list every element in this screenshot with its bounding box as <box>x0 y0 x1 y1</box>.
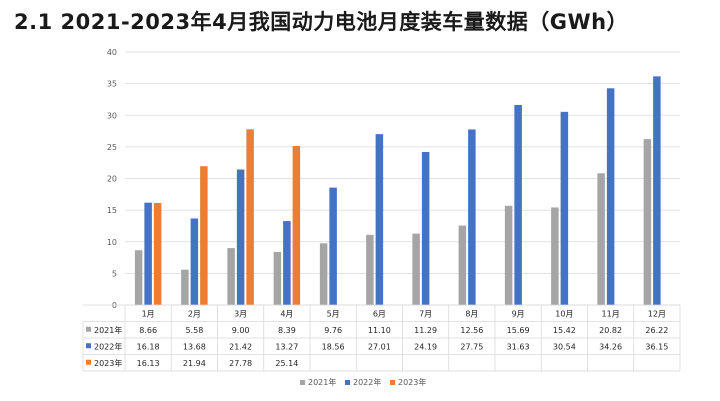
table-series-key <box>86 343 91 349</box>
bar <box>190 218 199 305</box>
bar <box>134 250 143 305</box>
data-label: 18.56 <box>322 342 345 351</box>
y-tick-label: 40 <box>107 48 117 57</box>
table-series-label: 2021年 <box>94 325 122 335</box>
x-tick-label: 1月 <box>142 309 155 318</box>
y-tick-label: 0 <box>112 301 117 310</box>
bars <box>134 76 661 305</box>
bar <box>643 139 652 305</box>
bar <box>653 76 661 305</box>
x-tick-label: 5月 <box>327 309 340 318</box>
bar <box>292 145 301 305</box>
bar <box>144 202 152 305</box>
data-table: 1月 2月 3月 4月 5月 6月 7月 8月 9月 10月 11月 12月 2021年 8.66 5.58… <box>82 304 681 372</box>
table-series-key <box>86 326 91 332</box>
bar <box>514 104 522 305</box>
x-tick-label: 10月 <box>555 309 573 318</box>
bar <box>504 205 513 305</box>
table-series-key <box>86 359 91 365</box>
y-tick-label: 20 <box>107 175 117 184</box>
legend-swatch <box>300 380 305 385</box>
legend-label: 2023年 <box>398 377 426 387</box>
legend-label: 2022年 <box>353 377 381 387</box>
bar <box>597 173 605 305</box>
data-label: 27.01 <box>368 342 391 351</box>
legend-swatch <box>390 380 395 385</box>
bar <box>236 169 245 305</box>
data-label: 13.68 <box>183 342 206 351</box>
data-label: 27.78 <box>229 359 252 368</box>
data-label: 15.69 <box>507 326 530 335</box>
data-label: 27.75 <box>460 342 483 351</box>
data-label: 9.00 <box>232 326 250 335</box>
slide-title: 2.1 2021-2023年4月我国动力电池月度装车量数据（GWh） <box>14 10 629 34</box>
bar <box>153 202 162 305</box>
x-tick-label: 9月 <box>512 309 525 318</box>
legend-swatch <box>345 380 350 385</box>
data-label: 8.39 <box>278 326 296 335</box>
data-label: 11.29 <box>414 326 437 335</box>
bar <box>200 166 208 305</box>
y-tick-label: 35 <box>107 80 117 89</box>
x-tick-label: 3月 <box>234 309 247 318</box>
data-label: 12.56 <box>460 326 483 335</box>
x-tick-label: 8月 <box>465 309 478 318</box>
table-series-label: 2023年 <box>94 358 122 368</box>
bar <box>375 134 384 305</box>
bar <box>246 129 254 305</box>
data-label: 8.66 <box>139 326 157 335</box>
data-label: 26.22 <box>645 326 668 335</box>
legend: 2021年 2022年 2023年 <box>300 377 426 387</box>
bar <box>458 225 467 305</box>
data-label: 25.14 <box>275 359 298 368</box>
x-tick-label: 7月 <box>419 309 432 318</box>
x-tick-label: 4月 <box>280 309 293 318</box>
bar <box>329 187 337 305</box>
bar <box>273 251 282 305</box>
data-label: 24.19 <box>414 342 437 351</box>
bar <box>283 221 291 305</box>
data-label: 16.18 <box>137 342 160 351</box>
x-tick-label: 2月 <box>188 309 201 318</box>
data-label: 11.10 <box>368 326 391 335</box>
table-series-label: 2022年 <box>94 341 122 351</box>
data-label: 5.58 <box>185 326 203 335</box>
y-tick-label: 10 <box>107 238 117 247</box>
bar <box>606 88 615 305</box>
data-label: 30.54 <box>553 342 576 351</box>
bar <box>319 243 328 305</box>
y-tick-label: 5 <box>112 269 117 278</box>
legend-label: 2021年 <box>308 377 336 387</box>
gridlines <box>125 51 680 306</box>
data-label: 21.42 <box>229 342 252 351</box>
data-label: 16.13 <box>137 359 160 368</box>
bar <box>227 248 235 305</box>
x-tick-label: 12月 <box>648 309 666 318</box>
data-label: 15.42 <box>553 326 576 335</box>
data-label: 34.26 <box>599 342 622 351</box>
bar <box>560 111 569 305</box>
data-label: 31.63 <box>507 342 530 351</box>
data-label: 21.94 <box>183 359 206 368</box>
y-tick-label: 15 <box>107 206 117 215</box>
bar <box>421 151 430 305</box>
data-label: 13.27 <box>275 342 298 351</box>
bar <box>468 129 476 305</box>
bar <box>366 234 374 305</box>
bar <box>551 207 559 305</box>
bar <box>412 233 420 305</box>
x-tick-label: 6月 <box>373 309 386 318</box>
bar <box>181 269 189 305</box>
y-tick-label: 30 <box>107 111 117 120</box>
x-tick-label: 11月 <box>602 309 620 318</box>
data-label: 36.15 <box>645 342 668 351</box>
data-label: 9.76 <box>324 326 342 335</box>
y-tick-label: 25 <box>107 143 117 152</box>
y-axis: 0 5 10 15 20 25 30 35 40 <box>107 48 117 310</box>
data-label: 20.82 <box>599 326 622 335</box>
